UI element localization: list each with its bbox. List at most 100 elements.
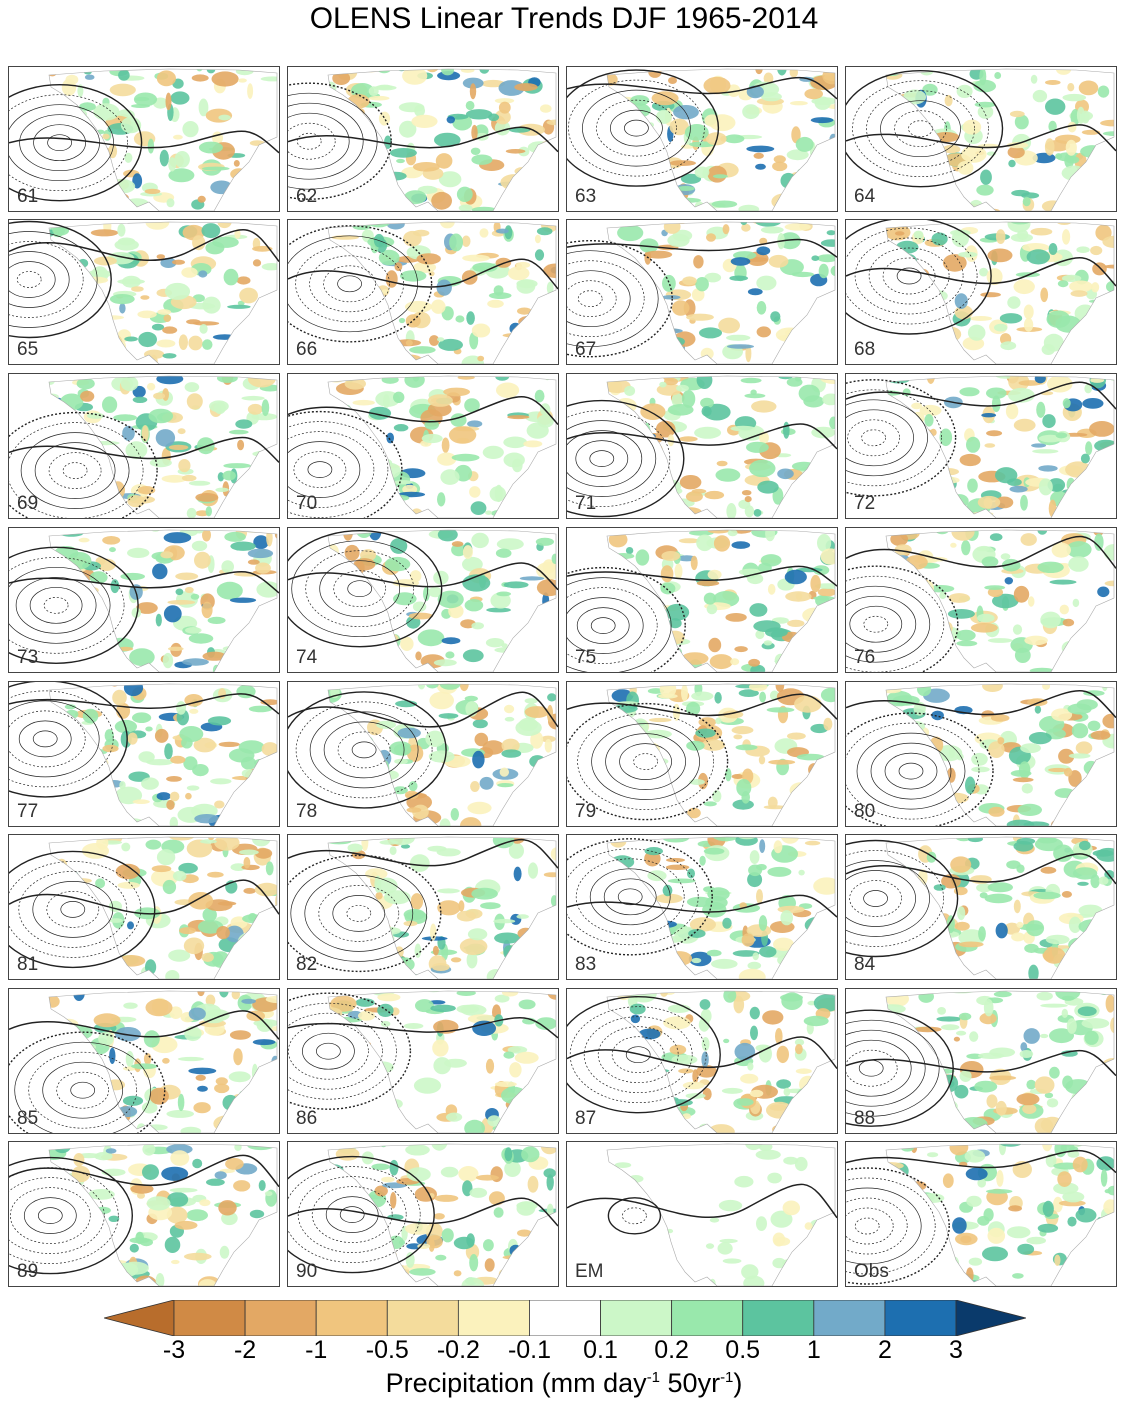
precip-cell — [53, 799, 72, 814]
precip-cell — [1091, 1095, 1100, 1111]
precip-cell — [816, 254, 835, 263]
precip-cell — [431, 963, 450, 971]
precip-cell — [731, 726, 754, 735]
precip-cell — [374, 875, 382, 893]
precip-cell — [499, 767, 509, 777]
precip-cell — [161, 474, 188, 483]
precip-cell — [1065, 156, 1080, 164]
pressure-contour — [296, 132, 322, 150]
panel-grid: 61 62 63 64 65 66 67 68 69 70 71 72 73 74 75 76 77 78 79 80… — [8, 66, 1117, 1287]
precip-cell — [784, 223, 811, 231]
precip-cell — [137, 486, 156, 495]
precip-cell — [524, 340, 543, 350]
precip-cell — [179, 927, 196, 935]
precip-cell — [510, 1262, 522, 1280]
precip-cell — [188, 335, 203, 351]
precip-cell — [247, 559, 260, 565]
precip-cell — [1007, 296, 1021, 309]
precip-cell — [886, 756, 900, 769]
coastline — [606, 1143, 836, 1286]
precip-cell — [1040, 1003, 1068, 1008]
precip-cell — [426, 684, 439, 689]
colorbar-segment — [813, 1300, 886, 1336]
precip-cell — [215, 487, 229, 492]
precip-cell — [1084, 383, 1092, 394]
precip-cell — [542, 559, 556, 574]
precip-cell — [790, 101, 808, 106]
precip-cell — [994, 323, 1008, 332]
precip-cell — [504, 704, 515, 714]
precip-cell — [627, 618, 642, 631]
precip-cell — [516, 506, 531, 516]
precip-cell — [644, 952, 657, 970]
precip-cell — [504, 225, 513, 240]
precip-shading — [49, 530, 277, 672]
precip-cell — [93, 256, 117, 266]
precip-cell — [947, 609, 975, 619]
precip-cell — [659, 381, 667, 388]
precip-cell — [408, 612, 434, 620]
precip-cell — [152, 563, 168, 580]
precip-cell — [629, 472, 651, 489]
precip-cell — [237, 78, 247, 83]
precip-cell — [977, 613, 995, 623]
precip-cell — [141, 777, 159, 790]
precip-cell — [162, 1057, 170, 1064]
precip-cell — [522, 503, 547, 508]
precip-cell — [644, 806, 661, 811]
precip-cell — [240, 632, 253, 641]
precip-cell — [266, 1232, 277, 1247]
precip-cell — [467, 801, 492, 815]
precip-cell — [229, 429, 249, 435]
precip-cell — [73, 923, 100, 939]
precip-cell — [756, 326, 771, 338]
precip-cell — [1069, 280, 1093, 293]
precip-cell — [214, 1171, 227, 1180]
pressure-contour — [9, 251, 70, 308]
precip-cell — [1006, 142, 1029, 149]
precip-cell — [119, 781, 126, 790]
precip-cell — [517, 1229, 532, 1237]
precip-cell — [1007, 478, 1022, 486]
precipitation-map — [567, 990, 837, 1133]
precip-cell — [107, 200, 114, 210]
precip-cell — [939, 1257, 954, 1269]
pressure-contour — [846, 220, 992, 335]
map-panel: 62 — [287, 66, 559, 212]
pressure-contour — [624, 119, 649, 137]
precip-cell — [412, 601, 427, 612]
precip-cell — [1040, 866, 1057, 874]
precip-cell — [119, 303, 126, 314]
precip-cell — [610, 855, 635, 869]
zero-contour — [846, 1049, 1116, 1077]
map-panel: 74 — [287, 527, 559, 673]
precip-cell — [1022, 196, 1031, 207]
precip-cell — [956, 640, 978, 647]
precip-cell — [931, 710, 944, 721]
precip-cell — [1068, 645, 1078, 658]
precip-cell — [802, 330, 816, 348]
precip-cell — [141, 425, 149, 442]
precip-cell — [194, 551, 211, 569]
precip-cell — [57, 1193, 82, 1208]
precip-cell — [994, 72, 1002, 79]
precip-cell — [1026, 1079, 1036, 1090]
precip-cell — [904, 792, 920, 803]
precip-cell — [410, 893, 424, 910]
precip-cell — [79, 1230, 104, 1239]
precip-cell — [192, 1158, 203, 1169]
pressure-contour — [42, 1061, 124, 1119]
precip-cell — [703, 847, 725, 855]
precip-cell — [959, 387, 980, 397]
pressure-contour — [607, 1197, 662, 1235]
precip-cell — [680, 173, 702, 184]
precip-cell — [414, 943, 422, 958]
precip-cell — [56, 452, 83, 470]
precip-cell — [1096, 615, 1111, 625]
precip-cell — [429, 691, 454, 710]
pressure-contour — [319, 560, 401, 618]
precip-cell — [530, 731, 544, 749]
precip-cell — [770, 1210, 793, 1228]
precip-cell — [987, 882, 1013, 893]
precip-cell — [380, 1020, 391, 1027]
